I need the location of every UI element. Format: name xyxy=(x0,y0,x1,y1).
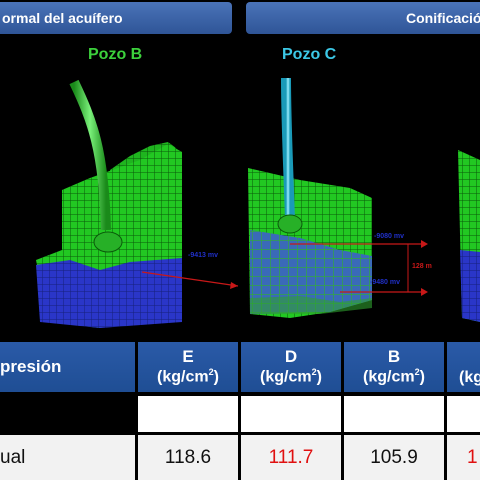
column-unit: (kg xyxy=(459,369,480,386)
well-c-label: Pozo C xyxy=(282,46,337,63)
value-e: 118.6 xyxy=(164,446,212,468)
well-c-top-label: -9080 mv xyxy=(374,233,404,240)
empty-cell xyxy=(138,396,238,432)
well-b-label: Pozo B xyxy=(88,46,143,63)
section-header-left: ormal del acuífero xyxy=(0,2,232,34)
well-c-model: -9080 mv 128 m -9480 mv xyxy=(248,77,432,318)
right-partial-model xyxy=(458,150,480,322)
column-header-e: E (kg/cm2) xyxy=(138,342,238,392)
column-header-b: B (kg/cm2) xyxy=(344,342,444,392)
column-divider xyxy=(238,342,241,480)
well-b-model: -9413 mv xyxy=(36,79,239,328)
well-c-pipe xyxy=(281,77,295,221)
column-letter: E xyxy=(182,347,194,367)
column-unit: (kg/cm2) xyxy=(157,367,219,386)
empty-cell xyxy=(447,396,480,432)
well-c-bottom-label: -9480 mv xyxy=(370,279,400,286)
empty-cell xyxy=(344,396,444,432)
well-c-thickness-label: 128 m xyxy=(412,263,432,270)
well-b-depth-label: -9413 mv xyxy=(188,252,218,259)
reservoir-3d-scene: -9413 mv -9080 mv 128 m -9480 mv xyxy=(36,77,480,328)
empty-cell xyxy=(241,396,341,432)
column-header-d: D (kg/cm2) xyxy=(241,342,341,392)
column-divider xyxy=(341,342,344,480)
table-row-header: presión xyxy=(0,357,62,376)
value-b: 105.9 xyxy=(370,446,418,468)
pressure-table: presión E (kg/cm2) D (kg/cm2) B (kg/cm2)… xyxy=(0,342,480,480)
well-b-pipe xyxy=(69,79,111,231)
value-partial: 1 xyxy=(467,446,478,468)
column-letter: D xyxy=(284,347,298,367)
column-divider xyxy=(135,342,138,480)
column-unit: (kg/cm2) xyxy=(260,367,322,386)
data-row-label: ual xyxy=(0,447,26,468)
value-d: 111.7 xyxy=(268,446,314,468)
column-header-partial: (kg xyxy=(447,342,480,392)
column-letter: B xyxy=(387,347,401,367)
section-header-right: Conificació xyxy=(246,2,480,34)
column-divider xyxy=(444,342,447,480)
column-unit: (kg/cm2) xyxy=(363,367,425,386)
